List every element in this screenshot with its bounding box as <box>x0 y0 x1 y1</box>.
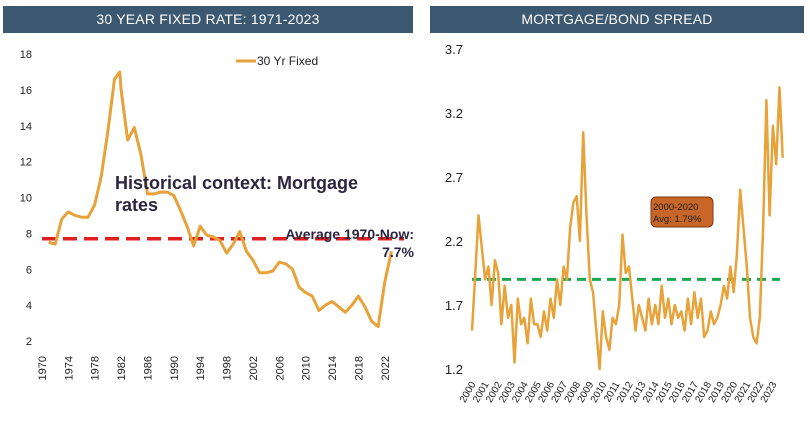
annotation-line-2: rates <box>115 195 158 215</box>
legend-label: 30 Yr Fixed <box>257 54 318 68</box>
avg-callout: 2000-2020 Avg: 1.79% <box>650 196 714 228</box>
x-tick-label: 2002 <box>248 356 260 380</box>
x-tick-label: 1990 <box>169 356 181 380</box>
average-label-line-1: Average 1970-Now: <box>285 226 414 242</box>
series-line-30yr <box>48 70 393 329</box>
x-tick-label: 1978 <box>90 356 102 380</box>
chart-header: 30 YEAR FIXED RATE: 1971-2023 <box>3 6 413 33</box>
annotation-line-1: Historical context: Mortgage <box>115 173 358 193</box>
y-axis-ticks: 1.2 1.7 2.2 2.7 3.2 3.7 <box>445 42 463 377</box>
x-tick-label: 1974 <box>63 356 75 380</box>
y-tick-label: 6 <box>26 264 32 276</box>
y-tick-label: 12 <box>20 157 32 169</box>
x-axis-ticks: 1970 1974 1978 1982 1986 1990 1994 1998 2002 2006… <box>37 356 392 380</box>
callout-line-2: Avg: 1.79% <box>653 214 702 225</box>
series-line-spread <box>470 86 784 371</box>
x-tick-label: 2006 <box>274 356 286 380</box>
x-tick-label: 2010 <box>301 356 313 380</box>
spread-panel: MORTGAGE/BOND SPREAD 1.2 1.7 2.2 2.7 3.2 3.7 … <box>430 0 810 423</box>
y-tick-label: 1.7 <box>445 298 463 313</box>
spread-chart: 1.2 1.7 2.2 2.7 3.2 3.7 200020012002200320042… <box>445 42 784 405</box>
y-tick-label: 2 <box>26 336 32 348</box>
chart-header: MORTGAGE/BOND SPREAD <box>430 6 804 33</box>
y-tick-label: 2.2 <box>445 234 463 249</box>
x-tick-label: 2022 <box>380 356 392 380</box>
y-tick-label: 4 <box>26 300 32 312</box>
legend: 30 Yr Fixed <box>236 54 318 68</box>
x-tick-label: 1986 <box>142 356 154 380</box>
y-tick-label: 8 <box>26 228 32 240</box>
y-tick-label: 14 <box>20 121 32 133</box>
callout-line-1: 2000-2020 <box>653 202 698 213</box>
x-tick-label: 2014 <box>327 356 339 380</box>
x-axis-ticks: 2000200120022003200420052006200720082009… <box>458 380 780 405</box>
y-axis-ticks: 2 4 6 8 10 12 14 16 18 <box>20 49 32 348</box>
y-tick-label: 2.7 <box>445 170 463 185</box>
y-tick-label: 3.2 <box>445 106 463 121</box>
y-tick-label: 16 <box>20 85 32 97</box>
callout-box <box>650 196 714 228</box>
average-label-line-2: 7.7% <box>382 244 414 260</box>
y-tick-label: 3.7 <box>445 42 463 57</box>
mortgage-rate-panel: 30 YEAR FIXED RATE: 1971-2023 2 4 6 8 10 12 14… <box>3 6 415 380</box>
y-tick-label: 1.2 <box>445 362 463 377</box>
x-tick-label: 1982 <box>116 356 128 380</box>
y-tick-label: 18 <box>20 49 32 61</box>
x-tick-label: 1970 <box>37 356 49 380</box>
y-tick-label: 10 <box>20 193 32 205</box>
x-tick-label: 2018 <box>353 356 365 380</box>
x-tick-label: 1994 <box>195 356 207 380</box>
x-tick-label: 1998 <box>222 356 234 380</box>
